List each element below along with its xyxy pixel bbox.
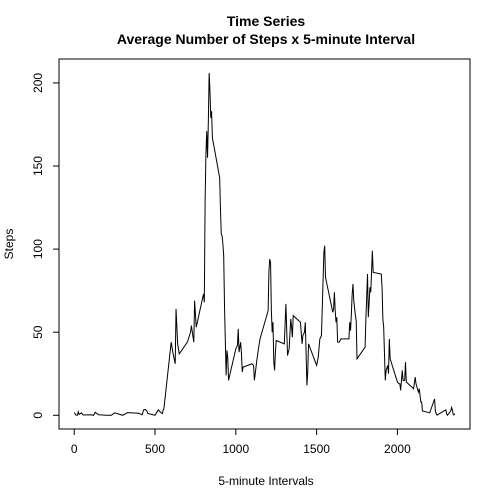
chart-title: Time Series: [227, 13, 306, 29]
x-tick-label: 500: [145, 442, 165, 456]
y-tick-label: 50: [31, 325, 45, 339]
x-tick-label: 2000: [384, 442, 411, 456]
x-tick-label: 1500: [303, 442, 330, 456]
x-tick-label: 0: [71, 442, 78, 456]
y-tick-label: 200: [31, 73, 45, 93]
y-tick-label: 0: [31, 412, 45, 419]
y-tick-label: 100: [31, 239, 45, 259]
y-tick-label: 150: [31, 156, 45, 176]
data-line: [73, 72, 456, 417]
x-axis-label: 5-minute Intervals: [218, 474, 313, 488]
chart-subtitle: Average Number of Steps x 5-minute Inter…: [117, 31, 415, 47]
x-tick-label: 1000: [222, 442, 249, 456]
y-axis-label: Steps: [2, 229, 16, 260]
